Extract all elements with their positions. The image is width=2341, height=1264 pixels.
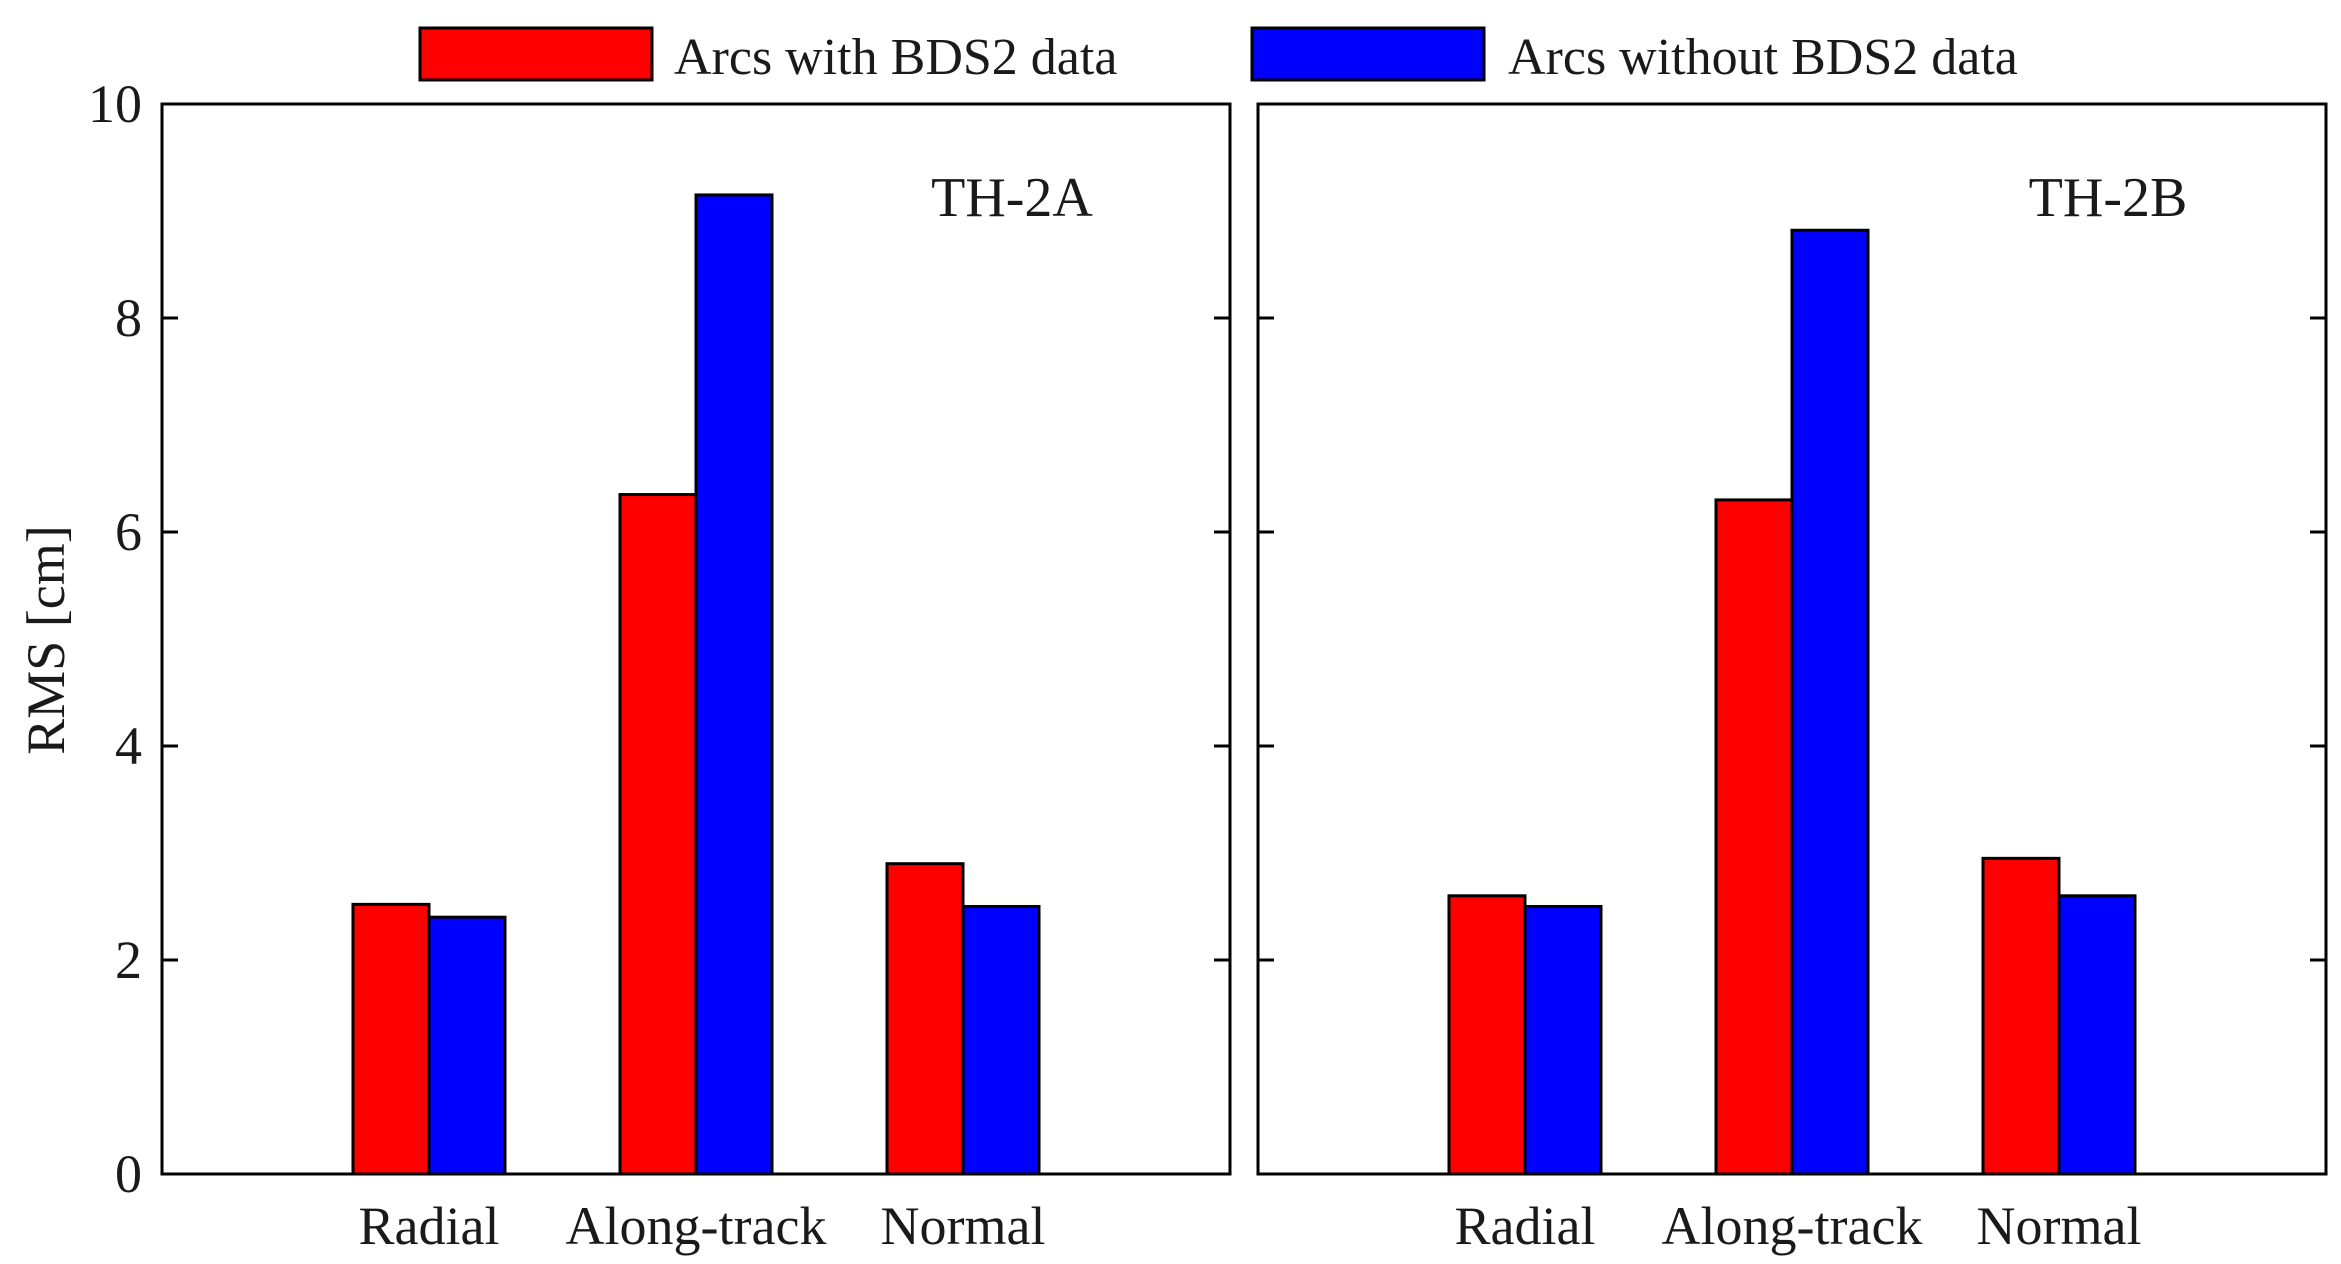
y-axis-title: RMS [cm]: [16, 525, 76, 755]
x-tick-label-normal: Normal: [1977, 1196, 2142, 1256]
bars-th-2b: [1447, 228, 2137, 1176]
y-ticks-th-2a: [162, 102, 1230, 1176]
legend-swatch-with-bds2: [418, 26, 654, 82]
y-tick-label-4: 4: [115, 716, 142, 776]
x-tick-label-radial: Radial: [1455, 1196, 1596, 1256]
legend-label-with-bds2: Arcs with BDS2 data: [674, 29, 1117, 86]
y-tick-label-2: 2: [115, 930, 142, 990]
y-tick-label-8: 8: [115, 288, 142, 348]
bars-th-2a: [351, 193, 1041, 1176]
x-tick-label-along-track: Along-track: [566, 1196, 827, 1256]
bar-th-2a-normal-with-bds2: [885, 862, 965, 1176]
panel-title-th-2b: TH-2B: [2029, 167, 2188, 229]
y-tick-labels-th-2a: 0 2 4 6 8 10: [88, 74, 142, 1204]
x-tick-labels-th-2a: Radial Along-track Normal: [359, 1196, 1046, 1256]
bar-th-2b-normal-with-bds2: [1981, 856, 2061, 1176]
bar-th-2a-radial-with-bds2: [351, 902, 431, 1176]
bar-th-2a-along-track-without-bds2: [694, 193, 774, 1176]
y-tick-label-6: 6: [115, 502, 142, 562]
bar-th-2b-along-track-without-bds2: [1790, 228, 1870, 1176]
bar-th-2b-radial-with-bds2: [1447, 894, 1527, 1176]
bar-th-2b-normal-without-bds2: [2057, 894, 2137, 1176]
bar-th-2b-along-track-with-bds2: [1714, 498, 1794, 1176]
bar-th-2a-radial-without-bds2: [427, 915, 507, 1176]
bar-th-2a-along-track-with-bds2: [618, 493, 698, 1176]
x-tick-label-normal: Normal: [881, 1196, 1046, 1256]
y-tick-label-10: 10: [88, 74, 142, 134]
panel-th-2b: TH-2B Radial Along-track Normal: [1256, 102, 2328, 1256]
x-tick-labels-th-2b: Radial Along-track Normal: [1455, 1196, 2142, 1256]
x-tick-label-radial: Radial: [359, 1196, 500, 1256]
legend-label-without-bds2: Arcs without BDS2 data: [1508, 29, 2018, 86]
bar-th-2b-radial-without-bds2: [1523, 905, 1603, 1176]
bar-th-2a-normal-without-bds2: [961, 905, 1041, 1176]
x-tick-label-along-track: Along-track: [1662, 1196, 1923, 1256]
panel-th-2a: TH-2A 0 2 4 6 8 10 Radial Along-t: [88, 74, 1232, 1256]
legend-swatch-without-bds2: [1250, 26, 1486, 82]
panel-title-th-2a: TH-2A: [931, 167, 1093, 229]
y-tick-label-0: 0: [115, 1144, 142, 1204]
y-ticks-th-2b: [1258, 102, 2326, 1176]
legend: Arcs with BDS2 data Arcs without BDS2 da…: [418, 26, 2018, 86]
